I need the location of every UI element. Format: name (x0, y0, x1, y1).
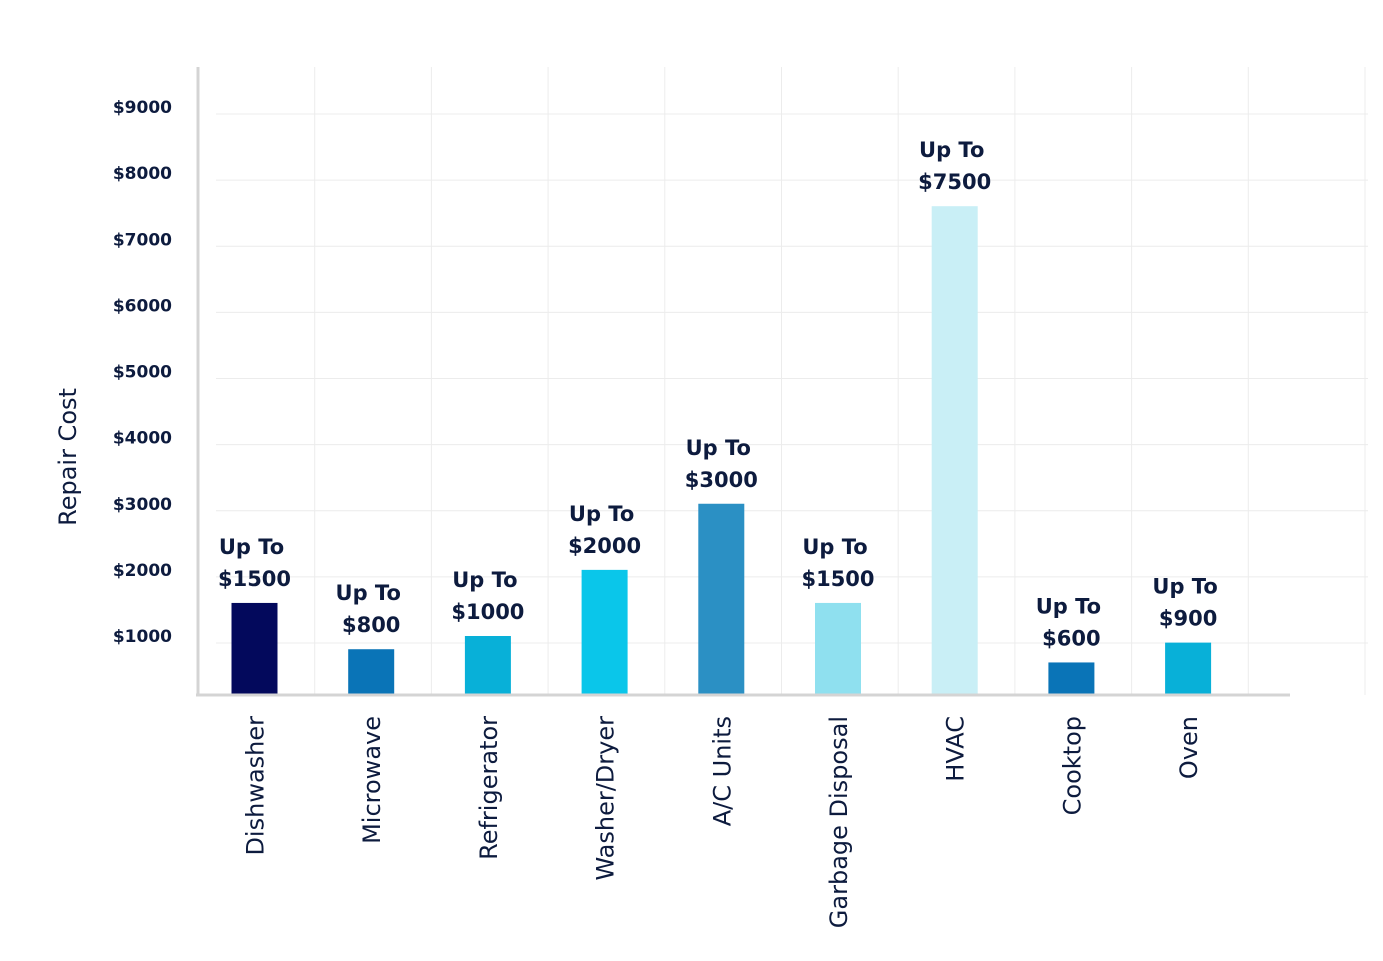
y-tick-label: $2000 (113, 561, 172, 581)
data-label-line1: Up To (569, 502, 634, 526)
y-tick-label: $1000 (113, 627, 172, 647)
data-label-line1: Up To (919, 138, 984, 162)
bar (348, 649, 395, 695)
bar (581, 569, 628, 695)
x-category-label: Washer/Dryer (592, 716, 620, 881)
data-label-value: $1500 (218, 567, 291, 591)
data-label-value: $1000 (451, 600, 524, 624)
x-category-label: Dishwasher (242, 716, 270, 856)
bar (698, 503, 745, 695)
grid-lines (216, 67, 1368, 695)
x-category-label: Oven (1175, 716, 1203, 779)
x-category-labels: Dishwasher Microwave Refrigerator Washer/Dr… (242, 716, 1204, 928)
x-category-label: HVAC (942, 716, 970, 782)
y-tick-label: $4000 (113, 429, 172, 449)
y-tick-label: $5000 (113, 363, 172, 383)
bar (464, 636, 511, 695)
y-tick-label: $8000 (113, 164, 172, 184)
data-labels: Up To $1500 Up To $800 Up To $1000 Up To $2000 U… (218, 138, 1218, 650)
x-category-label: Garbage Disposal (825, 716, 853, 928)
data-label-value: $800 (342, 613, 400, 637)
data-label-line1: Up To (686, 436, 751, 460)
y-tick-label: $6000 (113, 296, 172, 316)
data-label-line1: Up To (219, 535, 284, 559)
axes (196, 67, 1290, 697)
data-label-line1: Up To (1036, 594, 1101, 618)
data-label-value: $2000 (568, 534, 641, 558)
data-label-line1: Up To (336, 581, 401, 605)
data-label-value: $7500 (918, 170, 991, 194)
bar (931, 206, 978, 695)
x-category-label: A/C Units (708, 716, 736, 826)
data-label-line1: Up To (1152, 575, 1217, 599)
bar (1165, 642, 1212, 695)
y-tick-label: $7000 (113, 230, 172, 250)
data-label-line1: Up To (452, 568, 517, 592)
data-label-value: $600 (1042, 626, 1100, 650)
bar (815, 602, 861, 695)
y-tick-label: $3000 (113, 495, 172, 515)
x-category-label: Refrigerator (475, 716, 503, 860)
x-category-label: Microwave (358, 716, 386, 844)
x-category-label: Cooktop (1058, 716, 1086, 815)
data-label-value: $3000 (685, 468, 758, 492)
data-label-value: $900 (1159, 607, 1217, 631)
y-tick-labels: $1000 $2000 $3000 $4000 $5000 $6000 $7000 $8000… (113, 98, 172, 647)
y-tick-label: $9000 (113, 98, 172, 118)
y-axis-label: Repair Cost (54, 388, 82, 526)
bars (231, 206, 1212, 695)
data-label-line1: Up To (802, 535, 867, 559)
data-label-value: $1500 (801, 567, 874, 591)
bar (231, 602, 278, 695)
bar (1048, 662, 1095, 695)
